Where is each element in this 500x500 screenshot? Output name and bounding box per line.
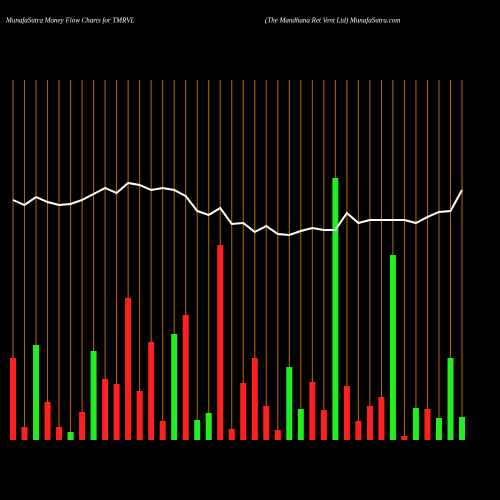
bar <box>33 345 40 440</box>
bar <box>10 358 16 440</box>
bar <box>320 410 327 440</box>
bar <box>435 418 442 440</box>
bar <box>332 178 339 440</box>
bar <box>136 391 143 440</box>
bar <box>389 255 396 440</box>
bar <box>274 430 281 440</box>
bar <box>412 408 419 440</box>
bar <box>44 402 51 440</box>
bar <box>309 382 316 440</box>
bar <box>297 409 304 440</box>
bar <box>102 379 109 440</box>
bar <box>378 397 385 440</box>
bar <box>366 406 373 440</box>
bar <box>447 358 454 440</box>
bar <box>217 245 224 440</box>
bar <box>125 298 132 440</box>
bar <box>56 427 63 440</box>
bar <box>194 420 201 440</box>
bar <box>205 413 212 440</box>
bar <box>67 432 74 440</box>
bar <box>148 342 155 440</box>
bar <box>113 384 120 440</box>
bar <box>251 358 258 440</box>
money-flow-line <box>12 181 463 237</box>
bar <box>21 427 28 440</box>
bar <box>182 315 189 440</box>
bar <box>263 406 270 440</box>
bar <box>159 421 166 440</box>
bar <box>171 334 178 440</box>
bar <box>343 386 350 440</box>
chart-title: MunafaSutra Money Flow Charts for TMRVL <box>5 17 135 25</box>
chart-subtitle: (The Mandhana Ret Vent Ltd) MunafaSutra.… <box>265 17 400 25</box>
bar <box>401 436 408 440</box>
bar <box>228 429 235 440</box>
bar <box>90 351 97 440</box>
bar <box>424 409 431 440</box>
bar <box>79 412 86 440</box>
bar <box>286 367 293 440</box>
bar <box>459 417 465 440</box>
bar <box>355 421 362 440</box>
bar <box>240 383 247 440</box>
